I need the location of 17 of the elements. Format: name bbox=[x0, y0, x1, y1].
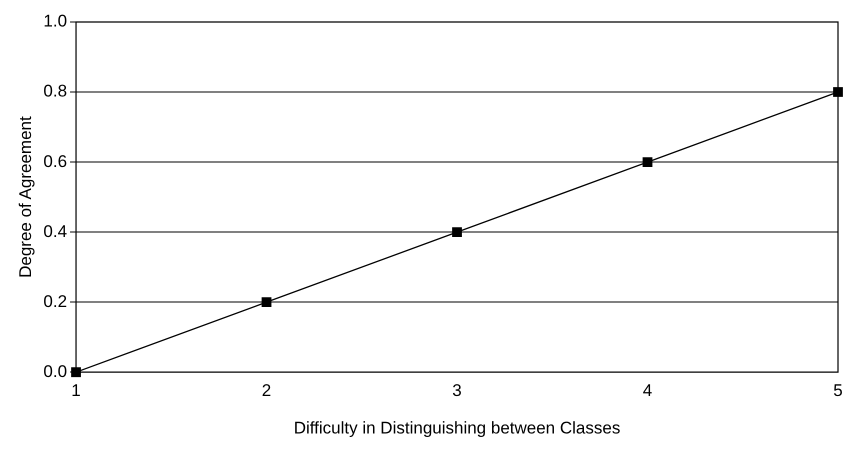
x-axis-title: Difficulty in Distinguishing between Classes bbox=[294, 418, 620, 438]
point bbox=[452, 227, 462, 238]
x-tick-label: 5 bbox=[833, 381, 843, 400]
x-tick-label: 2 bbox=[262, 381, 272, 400]
y-axis-title: Degree of Agreement bbox=[16, 116, 35, 278]
point bbox=[833, 87, 843, 97]
point bbox=[642, 157, 652, 167]
y-tick-label: 0.8 bbox=[43, 82, 68, 101]
y-tick-label: 1.0 bbox=[43, 12, 68, 31]
y-tick-label: 0.0 bbox=[43, 362, 68, 381]
point bbox=[262, 297, 272, 308]
x-tick-label: 3 bbox=[452, 381, 462, 400]
x-tick-label: 1 bbox=[71, 381, 81, 400]
y-tick-label: 0.2 bbox=[43, 292, 68, 311]
y-tick-label: 0.6 bbox=[43, 152, 68, 171]
y-tick-label: 0.4 bbox=[43, 222, 68, 241]
x-tick-label: 4 bbox=[642, 381, 652, 400]
